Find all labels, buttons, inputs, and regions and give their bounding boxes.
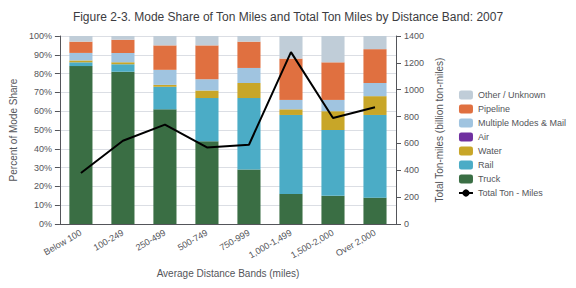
svg-text:Percent of Mode Share: Percent of Mode Share — [8, 78, 19, 181]
svg-text:200: 200 — [404, 192, 419, 202]
svg-text:600: 600 — [404, 138, 419, 148]
svg-text:750-999: 750-999 — [218, 228, 252, 253]
svg-text:Total Ton-miles (billion ton-m: Total Ton-miles (billion ton-miles) — [434, 58, 445, 203]
svg-text:Other / Unknown: Other / Unknown — [478, 90, 546, 100]
svg-text:30%: 30% — [34, 163, 52, 173]
svg-text:500-749: 500-749 — [176, 228, 210, 253]
svg-text:1200: 1200 — [404, 58, 424, 68]
svg-text:Figure 2-3. Mode Share of Ton: Figure 2-3. Mode Share of Ton Miles and … — [73, 10, 504, 24]
svg-text:70%: 70% — [34, 87, 52, 97]
svg-text:Below 100: Below 100 — [42, 228, 83, 258]
svg-text:1400: 1400 — [404, 31, 424, 41]
svg-text:Total Ton - Miles: Total Ton - Miles — [478, 188, 543, 198]
svg-text:80%: 80% — [34, 69, 52, 79]
svg-text:Pipeline: Pipeline — [478, 104, 510, 114]
svg-text:60%: 60% — [34, 106, 52, 116]
svg-text:40%: 40% — [34, 144, 52, 154]
svg-text:Air: Air — [478, 132, 489, 142]
svg-text:100-249: 100-249 — [92, 228, 126, 253]
svg-text:20%: 20% — [34, 181, 52, 191]
svg-text:0: 0 — [404, 219, 409, 229]
svg-text:90%: 90% — [34, 50, 52, 60]
svg-text:1,000-1,499: 1,000-1,499 — [247, 228, 294, 261]
svg-text:800: 800 — [404, 112, 419, 122]
svg-text:50%: 50% — [34, 125, 52, 135]
svg-text:Average Distance Bands (miles): Average Distance Bands (miles) — [157, 268, 300, 279]
svg-text:1,500-2,000: 1,500-2,000 — [289, 228, 336, 261]
svg-text:100%: 100% — [29, 31, 52, 41]
svg-text:Water: Water — [478, 146, 502, 156]
svg-text:Multiple Modes & Mail: Multiple Modes & Mail — [478, 118, 566, 128]
svg-text:Over 2,000: Over 2,000 — [334, 228, 377, 259]
svg-text:10%: 10% — [34, 200, 52, 210]
svg-text:400: 400 — [404, 165, 419, 175]
svg-text:Truck: Truck — [478, 174, 501, 184]
svg-text:0%: 0% — [39, 219, 52, 229]
svg-text:Rail: Rail — [478, 160, 494, 170]
svg-text:1000: 1000 — [404, 85, 424, 95]
svg-text:250-499: 250-499 — [134, 228, 168, 253]
